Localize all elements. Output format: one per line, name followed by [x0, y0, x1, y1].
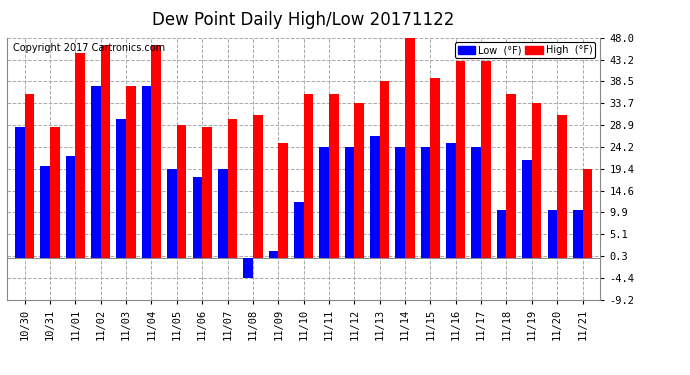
Bar: [506, 94, 516, 258]
Bar: [431, 78, 440, 258]
Bar: [421, 147, 431, 258]
Bar: [405, 38, 415, 258]
Bar: [471, 147, 481, 258]
Bar: [228, 119, 237, 258]
Text: Dew Point Daily High/Low 20171122: Dew Point Daily High/Low 20171122: [152, 11, 455, 29]
Bar: [193, 177, 202, 258]
Bar: [101, 45, 110, 258]
Bar: [75, 53, 85, 258]
Bar: [177, 125, 186, 258]
Bar: [218, 169, 228, 258]
Bar: [304, 94, 313, 258]
Bar: [456, 62, 465, 258]
Bar: [66, 156, 75, 258]
Bar: [355, 103, 364, 258]
Bar: [497, 210, 506, 258]
Bar: [142, 86, 151, 258]
Bar: [582, 169, 592, 258]
Bar: [268, 251, 278, 258]
Bar: [25, 94, 34, 258]
Bar: [558, 115, 566, 258]
Bar: [294, 202, 304, 258]
Bar: [481, 62, 491, 258]
Bar: [91, 86, 101, 258]
Bar: [50, 128, 59, 258]
Bar: [395, 147, 405, 258]
Bar: [380, 81, 389, 258]
Bar: [532, 103, 542, 258]
Bar: [117, 119, 126, 258]
Bar: [446, 143, 456, 258]
Bar: [151, 45, 161, 258]
Bar: [15, 128, 25, 258]
Bar: [548, 210, 558, 258]
Text: Copyright 2017 Cartronics.com: Copyright 2017 Cartronics.com: [13, 43, 165, 53]
Bar: [253, 115, 262, 258]
Bar: [244, 258, 253, 278]
Bar: [202, 128, 212, 258]
Bar: [522, 160, 532, 258]
Bar: [126, 86, 136, 258]
Legend: Low  (°F), High  (°F): Low (°F), High (°F): [455, 42, 595, 58]
Bar: [41, 166, 50, 258]
Bar: [345, 147, 355, 258]
Bar: [167, 169, 177, 258]
Bar: [278, 143, 288, 258]
Bar: [319, 147, 329, 258]
Bar: [329, 94, 339, 258]
Bar: [573, 210, 582, 258]
Bar: [370, 136, 380, 258]
